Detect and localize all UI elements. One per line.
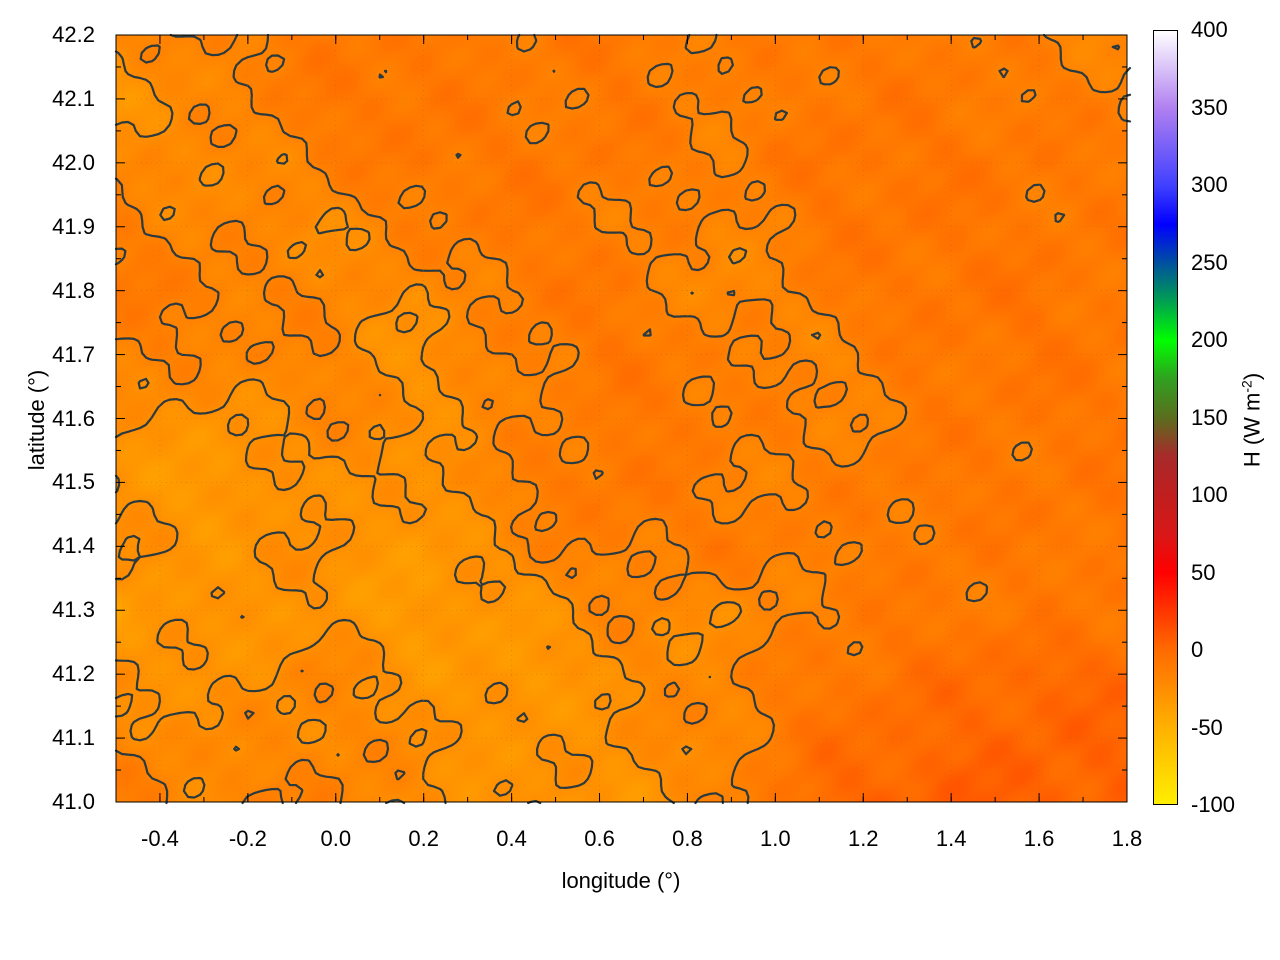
x-tick-label: 1.2: [847, 826, 879, 851]
colorbar-tick-label: 50: [1191, 559, 1216, 585]
colorbar-tick-label: -50: [1191, 714, 1223, 740]
y-tick-label: 41.3: [52, 597, 95, 623]
y-tick-label: 41.6: [52, 405, 95, 431]
x-tick-label: -0.4: [140, 826, 179, 851]
y-tick-label: 41.1: [52, 725, 95, 751]
plot-overlay: [114, 33, 1132, 805]
y-tick-label: 42.2: [52, 22, 95, 47]
y-tick-label: 42.0: [52, 149, 95, 175]
y-tick-label: 41.4: [52, 533, 95, 559]
x-tick-label: 1.6: [1023, 826, 1055, 851]
y-tick-label: 41.2: [52, 661, 95, 687]
x-tick-label: -0.2: [228, 826, 267, 851]
colorbar-tick-label: 250: [1191, 249, 1228, 275]
colorbar-tick-label: 350: [1191, 94, 1228, 120]
plot-area: [114, 33, 1132, 805]
y-tick-label: 41.7: [52, 341, 95, 367]
y-tick-label: 41.8: [52, 277, 95, 303]
colorbar-label-sup: -2: [1238, 380, 1255, 393]
y-tick-label: 42.1: [52, 85, 95, 111]
x-tick-label: 0.2: [408, 826, 439, 851]
colorbar-tick-label: 300: [1191, 172, 1228, 197]
y-tick-label: 41.5: [52, 469, 95, 495]
x-tick-label: 0.4: [496, 826, 527, 851]
contour-line: [114, 33, 1132, 805]
y-axis-label: latitude (°): [24, 369, 49, 471]
colorbar-tick-label: 100: [1191, 482, 1228, 507]
x-tick-label: 0.0: [320, 826, 352, 851]
colorbar-label: H (W m-2): [1238, 373, 1265, 467]
colorbar-tick-label: 150: [1191, 404, 1228, 430]
colorbar-tick-label: -100: [1191, 792, 1236, 817]
colorbar-label-text: H (W m: [1239, 392, 1265, 468]
plot-frame: [115, 34, 1128, 803]
colorbar-label-end: ): [1239, 372, 1265, 381]
colorbar-tick-label: 0: [1191, 637, 1204, 662]
x-tick-label: 1.0: [760, 826, 791, 851]
x-axis-label: longitude (°): [561, 868, 681, 893]
y-tick-label: 41.9: [52, 213, 95, 239]
x-tick-label: 1.8: [1111, 826, 1143, 851]
x-tick-label: 0.6: [584, 826, 615, 851]
x-tick-label: 1.4: [935, 826, 967, 851]
contour-line: [114, 50, 822, 805]
x-tick-label: 0.8: [672, 826, 703, 851]
y-tick-label: 41.0: [52, 789, 95, 814]
colorbar-tick-label: 200: [1191, 327, 1228, 352]
colorbar: [1153, 30, 1178, 805]
colorbar-tick-label: 400: [1191, 17, 1228, 42]
